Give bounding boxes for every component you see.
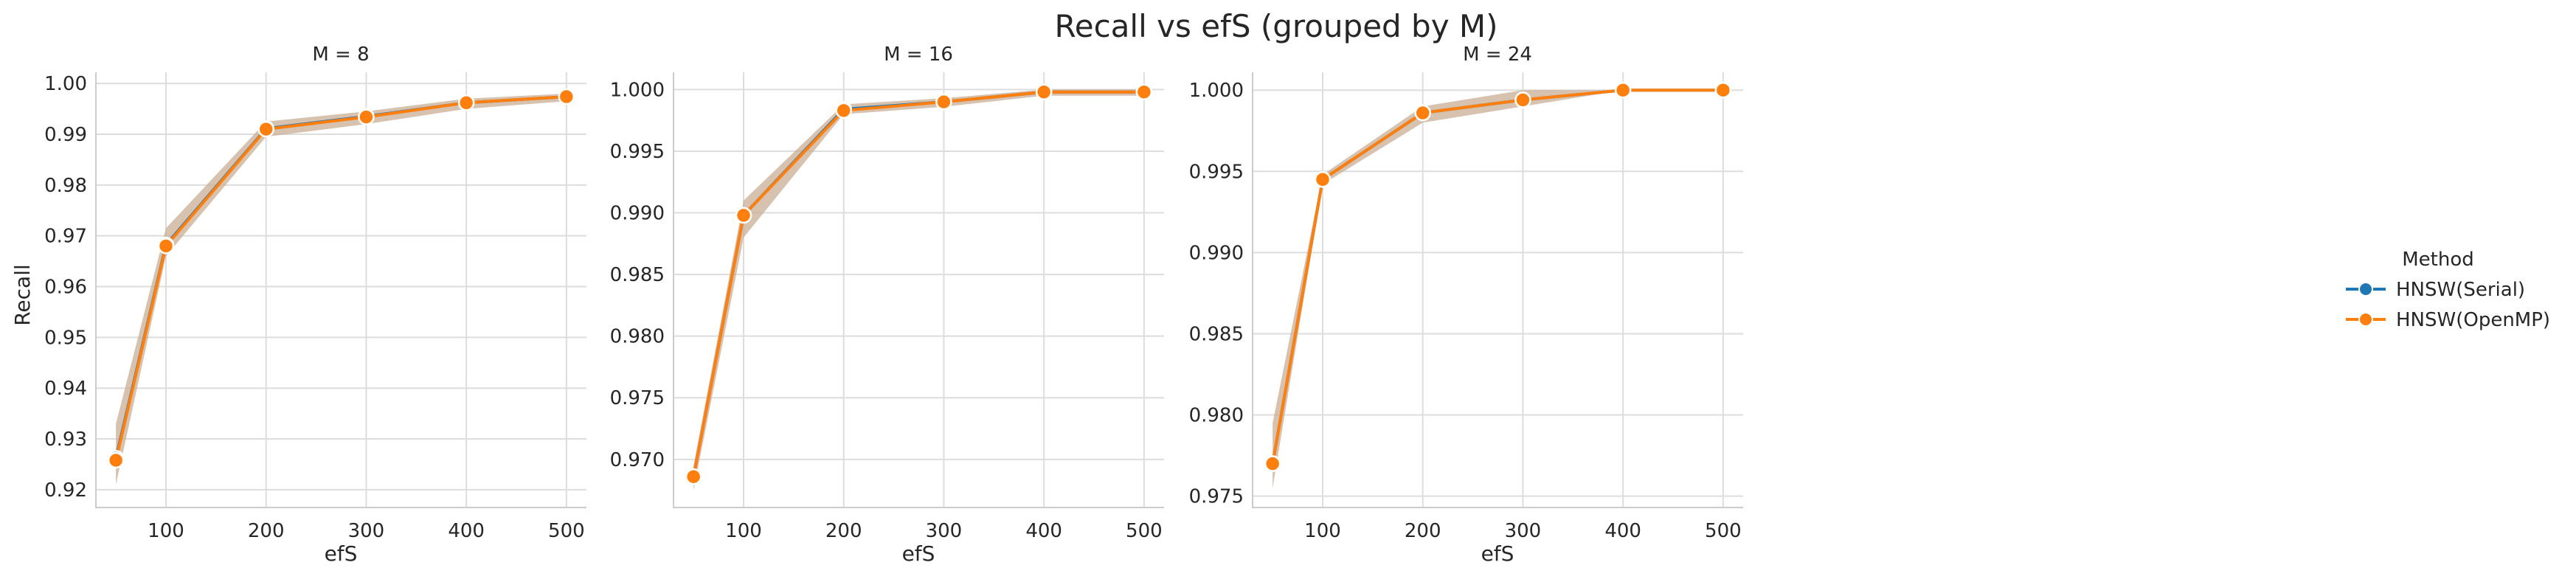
- y-tick-label-m24: 0.995: [1189, 161, 1244, 183]
- series-line-openmp-m8: [114, 95, 567, 461]
- series-line-serial-m24: [1271, 89, 1723, 464]
- x-tick-label-m16: 200: [825, 520, 862, 542]
- y-tick-label-m24: 0.980: [1189, 405, 1244, 427]
- x-tick-label-m8: 400: [448, 520, 485, 542]
- confidence-band-m16: [693, 89, 1144, 491]
- figure-title: Recall vs efS (grouped by M): [1054, 8, 1498, 44]
- x-tick-label-m24: 500: [1705, 520, 1742, 542]
- data-point-openmp-m16: [835, 102, 852, 119]
- legend-item-serial: HNSW(Serial): [2346, 279, 2525, 301]
- data-point-openmp-m8: [558, 88, 575, 105]
- panel-m16: M = 16 0.970 0.975 0.980 0.985 0.990 0.995 1.0…: [610, 44, 1164, 566]
- panel-plot-m16: 0.970 0.975 0.980 0.985 0.990 0.995 1.000 100 20…: [610, 72, 1164, 542]
- x-tick-label-m16: 500: [1126, 520, 1163, 542]
- panel-title-m8: M = 8: [312, 44, 369, 66]
- y-tick-label-m16: 0.995: [610, 141, 665, 163]
- data-point-openmp-m24: [1714, 81, 1732, 99]
- data-point-openmp-m16: [685, 468, 702, 485]
- data-point-openmp-m24: [1414, 104, 1431, 122]
- y-tick-label-m24: 0.985: [1189, 323, 1244, 345]
- legend-title: Method: [2402, 249, 2474, 271]
- data-point-openmp-m24: [1264, 455, 1281, 472]
- x-tick-label-m16: 400: [1025, 520, 1062, 542]
- confidence-band-m24: [1273, 90, 1723, 488]
- legend-marker-openmp: [2358, 312, 2373, 327]
- data-point-openmp-m8: [107, 451, 125, 469]
- y-tick-label-m16: 1.000: [610, 79, 665, 101]
- x-axis-label-m16: efS: [902, 541, 935, 566]
- data-point-openmp-m16: [935, 93, 952, 111]
- x-tick-label-m8: 500: [548, 520, 585, 542]
- x-tick-label-m16: 300: [926, 520, 963, 542]
- x-tick-label-m8: 100: [148, 520, 184, 542]
- legend-label-openmp: HNSW(OpenMP): [2396, 309, 2550, 331]
- data-point-openmp-m8: [257, 120, 274, 138]
- axes-spine-m8: [95, 72, 586, 508]
- y-tick-label-m16: 0.975: [610, 387, 665, 409]
- x-axis-label-m8: efS: [325, 541, 358, 566]
- x-tick-label-m16: 100: [725, 520, 762, 542]
- y-tick-label-m8: 0.98: [44, 175, 87, 197]
- y-tick-label-m24: 0.990: [1189, 242, 1244, 264]
- x-tick-label-m8: 200: [248, 520, 285, 542]
- series-line-openmp-m16: [692, 90, 1144, 477]
- y-tick-label-m8: 0.97: [44, 226, 87, 248]
- panel-plot-m8: 0.92 0.93 0.94 0.95 0.96 0.97 0.98 0.99 1.00 100 2…: [44, 72, 586, 542]
- x-tick-label-m24: 100: [1304, 520, 1341, 542]
- y-tick-label-m8: 0.94: [44, 378, 87, 400]
- panel-m24: M = 24 0.975 0.980 0.985 0.990 0.995 1.000 100…: [1189, 44, 1743, 566]
- y-axis-label: Recall: [10, 264, 35, 326]
- axes-spine-m16: [673, 72, 1164, 508]
- panel-plot-m24: 0.975 0.980 0.985 0.990 0.995 1.000 100 200 300 4…: [1189, 72, 1743, 542]
- y-tick-label-m8: 0.93: [44, 429, 87, 451]
- legend: Method HNSW(Serial) HNSW(OpenMP): [2346, 249, 2550, 331]
- y-tick-label-m8: 0.99: [44, 124, 87, 146]
- axes-spine-m24: [1252, 72, 1743, 508]
- legend-marker-serial: [2358, 282, 2373, 297]
- data-point-openmp-m8: [157, 238, 175, 254]
- panel-title-m24: M = 24: [1463, 44, 1532, 66]
- data-point-openmp-m24: [1514, 91, 1531, 108]
- x-tick-label-m8: 300: [348, 520, 385, 542]
- y-tick-label-m24: 0.975: [1189, 486, 1244, 508]
- panel-title-m16: M = 16: [884, 44, 953, 66]
- y-tick-label-m8: 0.95: [44, 327, 87, 349]
- y-tick-label-m16: 0.970: [610, 449, 665, 471]
- x-tick-label-m24: 200: [1405, 520, 1441, 542]
- y-tick-label-m8: 0.92: [44, 479, 87, 502]
- confidence-band-m8: [116, 93, 567, 485]
- series-line-openmp-m24: [1271, 89, 1723, 464]
- y-tick-label-m8: 1.00: [44, 73, 87, 95]
- data-point-openmp-m16: [1035, 83, 1053, 100]
- data-point-openmp-m16: [735, 207, 752, 224]
- x-axis-label-m24: efS: [1481, 541, 1514, 566]
- x-tick-label-m24: 300: [1505, 520, 1542, 542]
- legend-label-serial: HNSW(Serial): [2396, 279, 2525, 301]
- y-tick-label-m8: 0.96: [44, 277, 87, 299]
- panel-m8: M = 8 0.92 0.93 0.94 0.95 0.96 0.97 0.98 0.99 1.…: [10, 44, 586, 566]
- series-line-serial-m8: [114, 95, 567, 459]
- y-tick-label-m16: 0.985: [610, 264, 665, 286]
- y-tick-label-m24: 1.000: [1189, 80, 1244, 102]
- data-point-openmp-m16: [1135, 83, 1153, 100]
- y-tick-label-m16: 0.990: [610, 203, 665, 225]
- legend-item-openmp: HNSW(OpenMP): [2346, 309, 2550, 331]
- data-point-openmp-m8: [358, 108, 375, 125]
- y-tick-label-m16: 0.980: [610, 326, 665, 348]
- data-point-openmp-m24: [1314, 171, 1332, 188]
- data-point-openmp-m24: [1614, 81, 1632, 99]
- data-point-openmp-m8: [457, 94, 475, 111]
- series-line-serial-m16: [692, 90, 1144, 477]
- x-tick-label-m24: 400: [1604, 520, 1641, 542]
